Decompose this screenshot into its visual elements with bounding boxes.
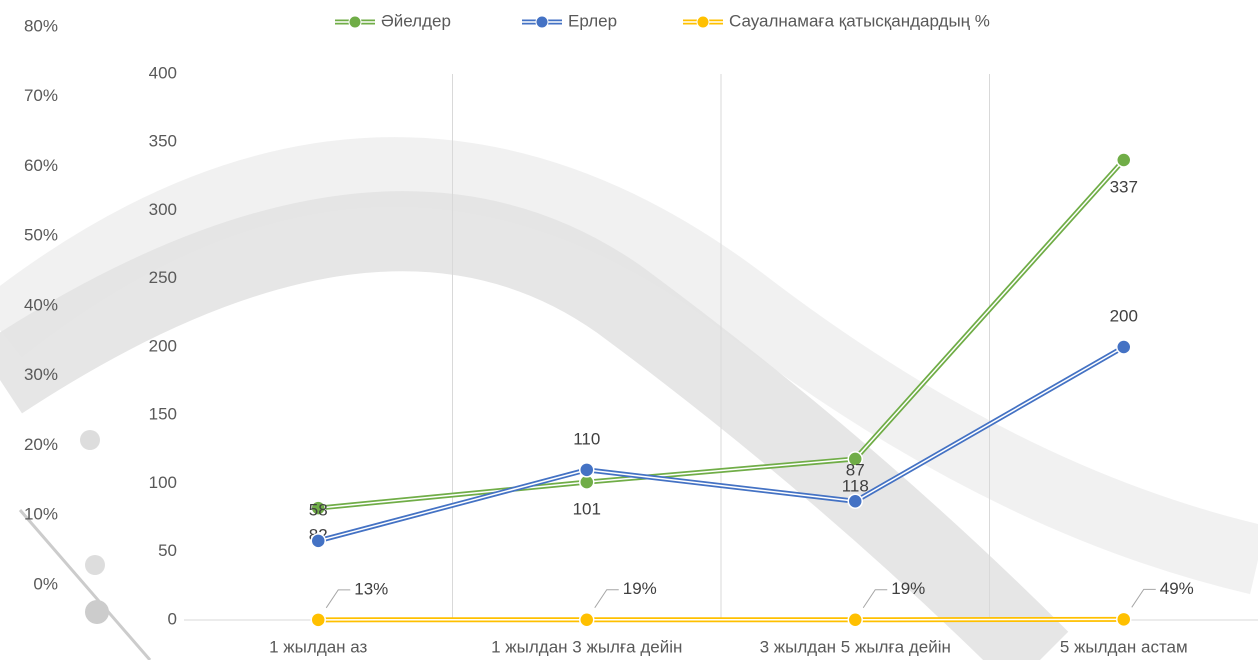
data-label: 49% [1160, 579, 1194, 598]
y2-tick-label: 40% [24, 295, 58, 314]
series-line-core [318, 346, 1125, 542]
leader-line [325, 589, 351, 609]
y2-tick-label: 30% [24, 365, 58, 384]
y2-tick-label: 80% [24, 16, 58, 35]
point [310, 533, 326, 549]
y-tick-label: 100 [149, 473, 177, 492]
y-tick-label: 0 [168, 609, 177, 628]
data-label: 118 [842, 476, 869, 495]
point [847, 451, 863, 467]
data-label: 337 [1110, 177, 1138, 196]
point [579, 611, 595, 628]
leader-line [1131, 588, 1156, 608]
point [1116, 152, 1132, 168]
data-label: 58 [309, 500, 328, 519]
watermark [0, 137, 1258, 660]
data-label: 200 [1110, 306, 1138, 325]
y-tick-label: 300 [149, 200, 177, 219]
y2-tick-label: 70% [24, 86, 58, 105]
y-tick-label: 350 [149, 132, 177, 151]
y-tick-label: 250 [149, 268, 177, 287]
leader-line [594, 589, 619, 609]
legend-marker [535, 15, 549, 29]
y2-tick-label: 10% [24, 505, 58, 524]
legend-label: Әйелдер [381, 11, 451, 30]
point [1116, 339, 1132, 355]
data-label: 19% [891, 579, 925, 598]
point [310, 612, 326, 628]
data-label: 19% [623, 579, 657, 598]
legend-label: Ерлер [568, 11, 617, 30]
series-line-core [318, 159, 1125, 509]
y-tick-label: 200 [149, 336, 177, 355]
x-tick-label: 5 жылдан астам [1060, 637, 1188, 656]
y2-tick-label: 50% [24, 226, 58, 245]
y-tick-label: 50 [158, 541, 177, 560]
point [847, 611, 863, 628]
data-label: 110 [573, 429, 600, 448]
y2-tick-label: 60% [24, 156, 58, 175]
data-label: 101 [573, 500, 601, 519]
legend-marker [696, 15, 710, 29]
leader-line [862, 589, 888, 609]
y-tick-label: 150 [149, 405, 177, 424]
x-tick-label: 1 жылдан 3 жылға дейін [491, 637, 682, 656]
y2-tick-label: 20% [24, 435, 58, 454]
legend-marker [348, 15, 362, 29]
point [847, 493, 863, 509]
legend-label: Сауалнамаға қатысқандардың % [729, 11, 990, 30]
point [1116, 611, 1132, 628]
data-label: 13% [354, 579, 388, 598]
y-tick-label: 400 [149, 63, 177, 82]
x-tick-label: 1 жылдан аз [269, 637, 367, 656]
point [579, 462, 595, 478]
point [310, 500, 326, 516]
y2-tick-label: 0% [33, 574, 58, 593]
data-label: 87 [846, 461, 865, 480]
x-tick-label: 3 жылдан 5 жылға дейін [760, 637, 951, 656]
